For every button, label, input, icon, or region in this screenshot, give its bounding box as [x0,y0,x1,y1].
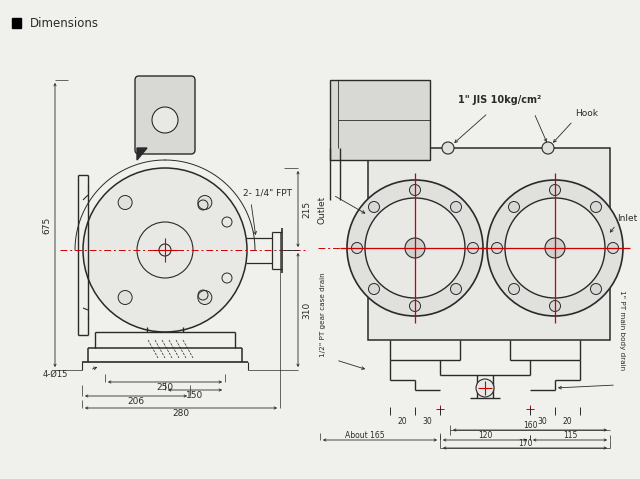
Circle shape [492,242,502,253]
Text: Hook: Hook [575,109,598,117]
Circle shape [347,180,483,316]
Circle shape [550,184,561,195]
Text: About 165: About 165 [345,432,385,441]
Circle shape [509,202,520,213]
Circle shape [369,202,380,213]
Circle shape [476,379,494,397]
Circle shape [198,290,212,305]
Text: 115: 115 [563,432,577,441]
Text: 4-Ø15: 4-Ø15 [43,369,68,378]
Text: 310: 310 [303,301,312,319]
Circle shape [607,242,618,253]
Circle shape [351,242,362,253]
Text: 280: 280 [172,410,189,419]
Circle shape [198,195,212,209]
Text: 1" JIS 10kg/cm²: 1" JIS 10kg/cm² [458,95,541,105]
Bar [368,148,610,340]
Text: 1" PT main body drain: 1" PT main body drain [619,290,625,370]
Circle shape [591,284,602,295]
Text: 20: 20 [562,418,572,426]
Circle shape [545,238,565,258]
Bar [330,80,430,160]
Circle shape [550,300,561,311]
Circle shape [505,198,605,298]
FancyBboxPatch shape [135,76,195,154]
Circle shape [509,284,520,295]
Circle shape [451,284,461,295]
Circle shape [542,142,554,154]
Text: 2- 1/4" FPT: 2- 1/4" FPT [243,189,292,197]
Polygon shape [137,148,147,160]
Text: 30: 30 [422,418,432,426]
Circle shape [118,290,132,305]
Text: 675: 675 [42,217,51,234]
Circle shape [152,107,178,133]
Text: 30: 30 [537,418,547,426]
Circle shape [442,142,454,154]
Circle shape [410,300,420,311]
Circle shape [591,202,602,213]
Text: 160: 160 [523,422,537,431]
Circle shape [451,202,461,213]
Text: 20: 20 [397,418,407,426]
Text: 250: 250 [156,384,173,392]
Text: 215: 215 [303,200,312,217]
Circle shape [410,184,420,195]
Circle shape [405,238,425,258]
Text: Inlet: Inlet [617,214,637,223]
Circle shape [369,284,380,295]
Circle shape [467,242,479,253]
Circle shape [487,180,623,316]
Polygon shape [12,18,21,28]
Circle shape [365,198,465,298]
Text: 150: 150 [186,391,204,400]
Text: 120: 120 [478,432,492,441]
Text: Dimensions: Dimensions [30,16,99,30]
Text: Outlet: Outlet [317,196,326,224]
Text: 1/2" PT gear case drain: 1/2" PT gear case drain [320,273,326,357]
Text: 170: 170 [518,440,532,448]
Circle shape [83,168,247,332]
Circle shape [118,195,132,209]
Text: 206: 206 [127,398,145,407]
